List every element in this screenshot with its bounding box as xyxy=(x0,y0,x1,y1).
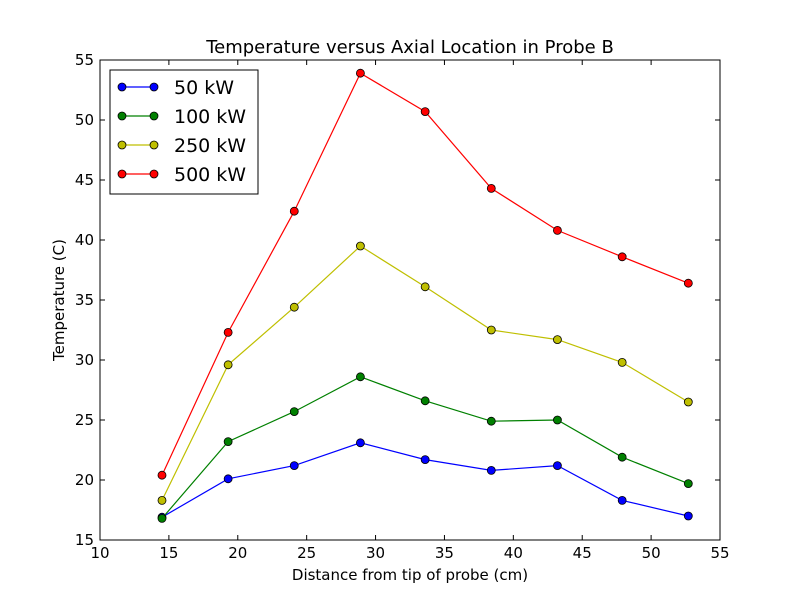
legend-marker xyxy=(117,169,127,179)
data-point xyxy=(223,360,233,370)
legend-item-100-kw: 100 kW xyxy=(117,106,246,128)
data-point xyxy=(157,495,167,505)
y-tick-label: 20 xyxy=(75,471,94,489)
data-point xyxy=(617,452,627,462)
y-tick-label: 15 xyxy=(75,531,94,549)
data-point xyxy=(420,396,430,406)
data-point xyxy=(553,415,562,425)
series-100-kw xyxy=(157,372,693,523)
legend-marker xyxy=(149,169,159,179)
series-layer xyxy=(157,68,693,523)
x-tick-label: 30 xyxy=(366,544,385,562)
data-point xyxy=(617,357,627,367)
data-point xyxy=(223,437,233,447)
x-tick-label: 10 xyxy=(90,544,109,562)
data-point xyxy=(223,327,233,337)
series-250-kw xyxy=(157,241,693,505)
data-point xyxy=(683,479,693,489)
legend-item-50-kw: 50 kW xyxy=(117,77,234,99)
data-point xyxy=(683,278,693,288)
data-point xyxy=(355,372,365,382)
data-point xyxy=(553,335,562,345)
data-point xyxy=(223,474,233,484)
legend-item-500-kw: 500 kW xyxy=(117,164,246,186)
legend-marker xyxy=(149,140,159,150)
legend-label: 250 kW xyxy=(174,135,246,157)
data-point xyxy=(289,206,299,216)
y-axis-label: Temperature (C) xyxy=(50,239,68,362)
data-point xyxy=(289,407,299,417)
series-500-kw xyxy=(157,68,693,480)
legend-marker xyxy=(149,111,159,121)
data-point xyxy=(420,455,430,465)
data-point xyxy=(683,397,693,407)
legend-marker xyxy=(117,111,127,121)
legend-label: 500 kW xyxy=(174,164,246,186)
y-tick-label: 55 xyxy=(75,51,94,69)
legend: 50 kW 100 kW 250 kW 500 kW xyxy=(109,69,259,195)
x-tick-label: 25 xyxy=(297,544,316,562)
y-tick-label: 30 xyxy=(75,351,94,369)
data-point xyxy=(157,514,167,523)
legend-marker xyxy=(117,140,127,150)
x-tick-label: 55 xyxy=(710,544,729,562)
data-point xyxy=(289,302,299,312)
legend-label: 100 kW xyxy=(174,106,246,128)
legend-item-250-kw: 250 kW xyxy=(117,135,246,157)
data-point xyxy=(486,416,496,426)
data-point xyxy=(486,325,496,335)
x-tick-label: 45 xyxy=(573,544,592,562)
chart-title: Temperature versus Axial Location in Pro… xyxy=(205,37,614,58)
data-point xyxy=(355,68,365,78)
x-tick-label: 15 xyxy=(159,544,178,562)
x-tick-label: 40 xyxy=(504,544,523,562)
x-tick-label: 50 xyxy=(642,544,661,562)
data-point xyxy=(355,241,365,251)
data-point xyxy=(617,252,627,262)
data-point xyxy=(289,461,299,471)
y-tick-label: 40 xyxy=(75,231,94,249)
data-point xyxy=(553,461,562,471)
y-tick-label: 50 xyxy=(75,111,94,129)
data-point xyxy=(355,438,365,448)
data-point xyxy=(683,511,693,521)
plot-frame xyxy=(99,59,721,541)
data-point xyxy=(157,470,167,480)
x-axis-label: Distance from tip of probe (cm) xyxy=(292,566,528,584)
data-point xyxy=(420,107,430,116)
data-point xyxy=(617,495,627,505)
y-tick-label: 45 xyxy=(75,171,94,189)
legend-marker xyxy=(149,82,159,92)
x-tick-label: 20 xyxy=(228,544,247,562)
data-point xyxy=(486,183,496,193)
data-point xyxy=(486,465,496,475)
legend-box xyxy=(109,69,259,195)
data-point xyxy=(553,225,562,235)
x-tick-label: 35 xyxy=(435,544,454,562)
data-point xyxy=(420,282,430,292)
legend-label: 50 kW xyxy=(174,77,234,99)
y-tick-label: 35 xyxy=(75,291,94,309)
y-tick-label: 25 xyxy=(75,411,94,429)
legend-marker xyxy=(117,82,127,92)
